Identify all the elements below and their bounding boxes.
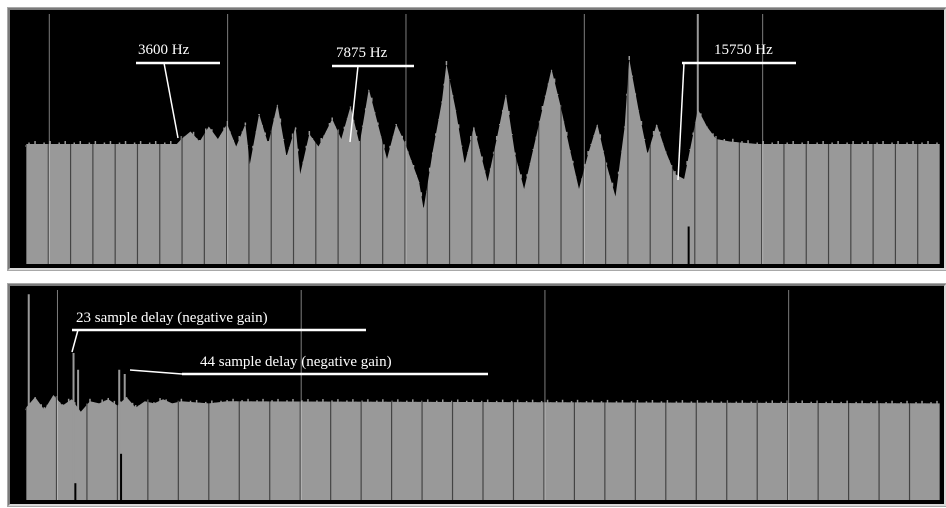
- annotation-leader: [677, 62, 685, 181]
- column-dividers: [25, 290, 941, 500]
- annotation: 44 sample delay (negative gain): [129, 354, 488, 376]
- annotation: 23 sample delay (negative gain): [71, 310, 366, 353]
- column-dividers: [25, 14, 941, 264]
- annotation-leader: [129, 369, 183, 375]
- annotation-label: 7875 Hz: [336, 45, 388, 61]
- annotation-label: 3600 Hz: [138, 42, 190, 58]
- annotation-leader: [71, 329, 79, 353]
- annotation: 3600 Hz: [136, 42, 220, 139]
- annotation-label: 44 sample delay (negative gain): [200, 354, 392, 370]
- spectrum-plot: 3600 Hz 7875 Hz 15750 Hz: [25, 14, 941, 264]
- spectrum-panel: 3600 Hz 7875 Hz 15750 Hz: [7, 7, 946, 271]
- annotation: 7875 Hz: [332, 45, 414, 143]
- annotation-label: 23 sample delay (negative gain): [76, 310, 268, 326]
- annotation: 15750 Hz: [677, 42, 796, 181]
- annotation-leader: [349, 65, 359, 143]
- impulse-response-plot: 23 sample delay (negative gain) 44 sample…: [25, 290, 941, 500]
- annotation-leader: [163, 62, 179, 139]
- spectrum-area: [26, 59, 940, 264]
- impulse-response-panel: 23 sample delay (negative gain) 44 sample…: [7, 283, 946, 507]
- annotation-label: 15750 Hz: [714, 42, 773, 58]
